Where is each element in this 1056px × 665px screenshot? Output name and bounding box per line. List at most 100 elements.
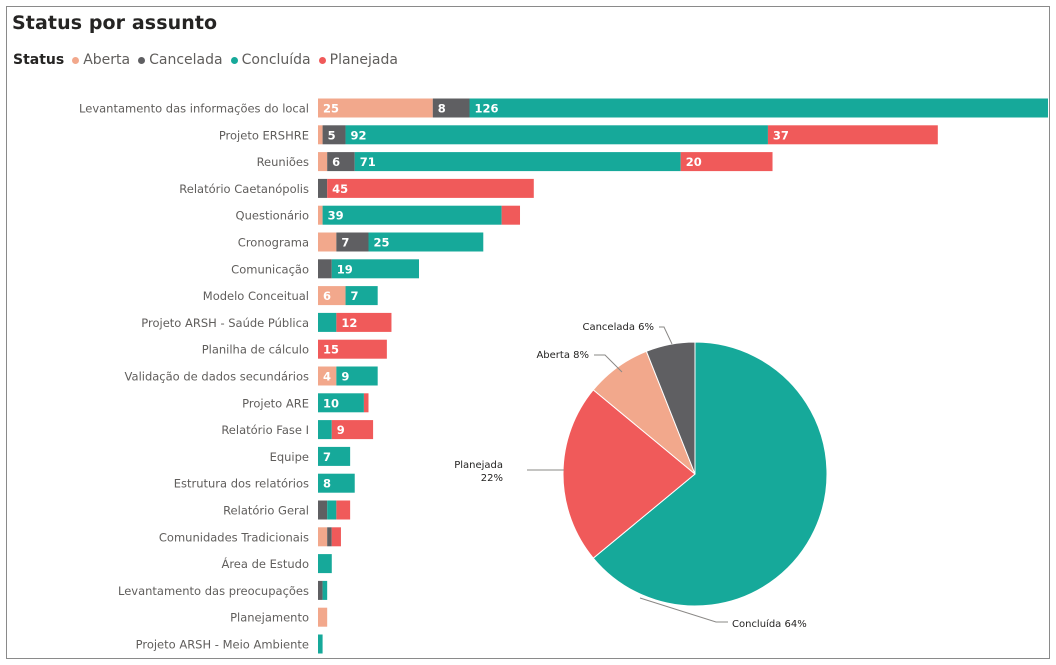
bar-segment-planejada[interactable]	[327, 178, 534, 198]
category-label: Projeto ERSHRE	[219, 128, 309, 142]
data-label: 7	[323, 450, 331, 464]
category-label: Comunicação	[231, 262, 309, 276]
category-label: Planilha de cálculo	[202, 343, 309, 357]
legend-dot-planejada	[318, 56, 326, 64]
category-label: Equipe	[270, 450, 309, 464]
bar-segment-planejada[interactable]	[680, 152, 773, 172]
bar-segment-concluida[interactable]	[318, 446, 351, 466]
bar-segment-aberta[interactable]	[318, 152, 328, 172]
chart-title: Status por assunto	[12, 12, 218, 34]
pie-label: Cancelada 6%	[582, 322, 654, 333]
bar-segment-aberta[interactable]	[318, 366, 337, 386]
bar-segment-planejada[interactable]	[331, 527, 341, 547]
bar-segment-cancelada[interactable]	[336, 232, 369, 252]
bar-segment-cancelada[interactable]	[322, 125, 346, 145]
bar-segment-cancelada[interactable]	[318, 259, 332, 279]
legend-dot-aberta	[72, 56, 80, 64]
bar-segment-planejada[interactable]	[336, 312, 392, 332]
legend-item-cancelada[interactable]: Cancelada	[138, 52, 223, 68]
pie-label: Concluída 64%	[732, 618, 807, 630]
data-label: 7	[341, 236, 349, 250]
data-label: 9	[337, 423, 345, 437]
category-label: Relatório Fase I	[221, 423, 309, 437]
legend-dot-cancelada	[138, 56, 146, 64]
legend-label-cancelada: Cancelada	[149, 52, 223, 68]
bar-segment-concluida[interactable]	[345, 286, 378, 306]
legend-label-aberta: Aberta	[83, 52, 131, 68]
bar-segment-concluida[interactable]	[318, 312, 337, 332]
data-label: 5	[328, 128, 336, 142]
pie-slice-cancelada[interactable]	[645, 341, 696, 475]
bar-segment-planejada[interactable]	[501, 205, 521, 225]
legend-label-concluida: Concluída	[241, 52, 311, 68]
pie-slice-concluida[interactable]	[592, 341, 828, 607]
bar-segment-aberta[interactable]	[318, 527, 328, 547]
bar-segment-cancelada[interactable]	[318, 500, 328, 520]
data-label: 9	[341, 370, 349, 384]
bar-segment-concluida[interactable]	[322, 205, 502, 225]
data-label: 15	[323, 343, 339, 357]
bar-segment-cancelada[interactable]	[318, 580, 323, 600]
category-label: Planejamento	[230, 611, 309, 625]
data-label: 25	[323, 102, 339, 116]
data-label: 10	[323, 396, 339, 410]
legend-item-aberta[interactable]: Aberta	[72, 52, 130, 68]
bar-segment-concluida[interactable]	[336, 366, 378, 386]
bar-segment-planejada[interactable]	[363, 393, 369, 413]
data-label: 7	[351, 289, 359, 303]
pie-leader-line	[639, 597, 728, 623]
bar-segment-concluida[interactable]	[354, 152, 681, 172]
chart-legend: Status Aberta Cancelada Concluída Planej…	[13, 52, 406, 68]
bar-segment-concluida[interactable]	[322, 580, 328, 600]
category-label: Projeto ARE	[242, 396, 309, 410]
legend-dot-concluida	[230, 56, 238, 64]
bar-segment-planejada[interactable]	[767, 125, 938, 145]
data-label: 6	[332, 155, 340, 169]
bar-segment-concluida[interactable]	[318, 393, 364, 413]
bar-segment-concluida[interactable]	[368, 232, 484, 252]
bar-segment-cancelada[interactable]	[432, 98, 470, 118]
bar-segment-aberta[interactable]	[318, 607, 328, 627]
bar-segment-aberta[interactable]	[318, 125, 323, 145]
category-label: Projeto ARSH - Meio Ambiente	[136, 638, 309, 652]
category-label: Modelo Conceitual	[203, 289, 309, 303]
data-label: 25	[374, 236, 390, 250]
bar-segment-concluida[interactable]	[327, 500, 337, 520]
data-label: 8	[438, 102, 446, 116]
category-label: Área de Estudo	[221, 556, 309, 571]
data-label: 37	[773, 128, 789, 142]
data-label: 92	[351, 128, 367, 142]
bar-segment-concluida[interactable]	[469, 98, 1049, 118]
bar-segment-planejada[interactable]	[336, 500, 351, 520]
category-label: Levantamento das preocupações	[118, 584, 309, 598]
pie-slice-planejada[interactable]	[562, 389, 696, 559]
data-label: 6	[323, 289, 331, 303]
legend-item-planejada[interactable]: Planejada	[318, 52, 398, 68]
bar-segment-concluida[interactable]	[318, 634, 323, 654]
data-label: 12	[341, 316, 357, 330]
legend-label-planejada: Planejada	[329, 52, 398, 68]
bar-segment-cancelada[interactable]	[327, 527, 332, 547]
bar-segment-cancelada[interactable]	[327, 152, 355, 172]
bar-segment-aberta[interactable]	[318, 232, 337, 252]
bar-segment-cancelada[interactable]	[318, 178, 328, 198]
bar-segment-concluida[interactable]	[331, 259, 420, 279]
bar-segment-planejada[interactable]	[331, 420, 374, 440]
bar-segment-concluida[interactable]	[318, 554, 332, 574]
pie-label: 22%	[481, 473, 503, 484]
legend-title: Status	[13, 52, 65, 68]
bar-segment-concluida[interactable]	[345, 125, 768, 145]
category-label: Comunidades Tradicionais	[159, 530, 309, 544]
category-label: Relatório Caetanópolis	[179, 182, 309, 196]
bar-segment-aberta[interactable]	[318, 98, 433, 118]
bar-segment-planejada[interactable]	[318, 339, 387, 359]
category-label: Levantamento das informações do local	[79, 102, 309, 116]
bar-segment-concluida[interactable]	[318, 420, 332, 440]
bar-segment-aberta[interactable]	[318, 205, 323, 225]
bar-segment-concluida[interactable]	[318, 473, 355, 493]
data-label: 20	[686, 155, 702, 169]
category-label: Validação de dados secundários	[125, 370, 309, 384]
legend-item-concluida[interactable]: Concluída	[230, 52, 311, 68]
bar-segment-aberta[interactable]	[318, 286, 346, 306]
